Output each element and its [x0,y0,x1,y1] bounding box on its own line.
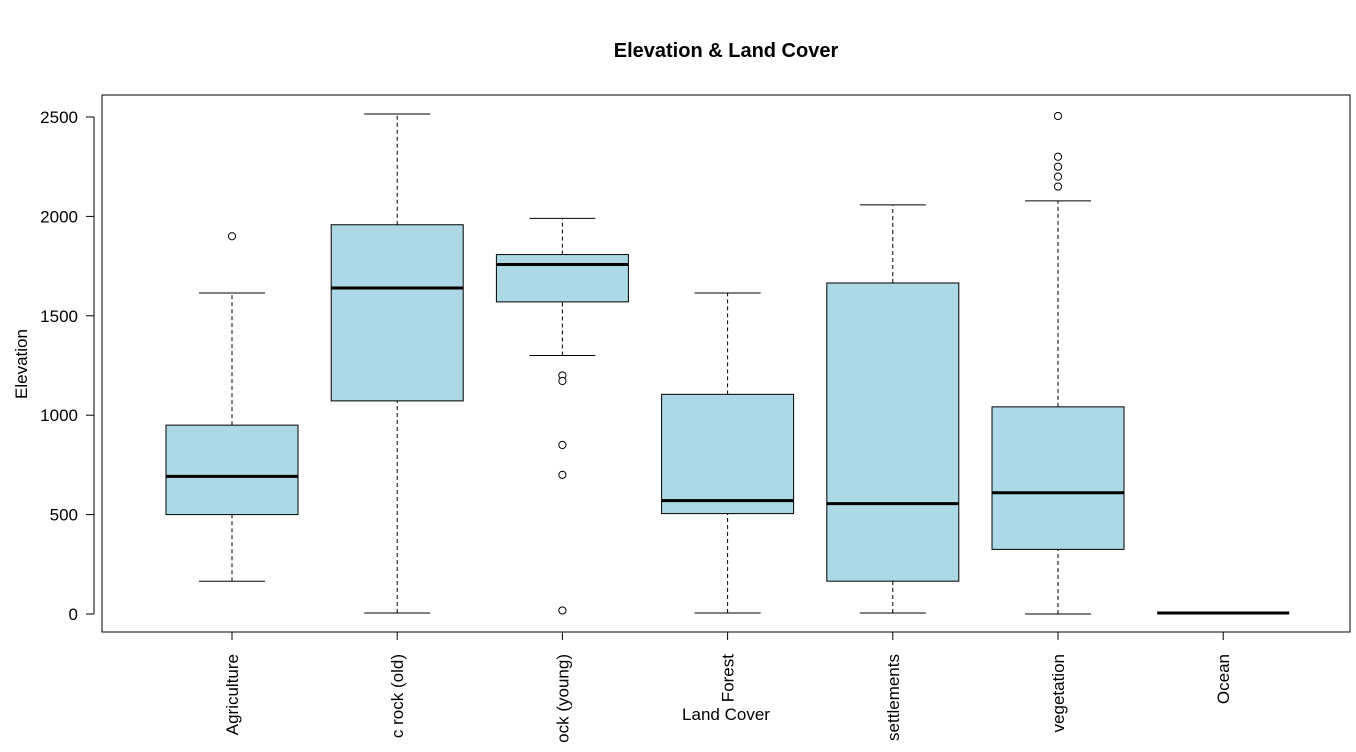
iqr-box [826,282,960,582]
outlier-point [558,440,567,450]
iqr-box [991,406,1125,550]
chart-title: Elevation & Land Cover [614,40,839,62]
outlier-point [1053,172,1063,181]
box-group [661,292,795,614]
x-axis-label: Land Cover [682,705,770,724]
x-tick-label: Agriculture [223,654,242,735]
box-group [991,111,1125,615]
y-tick-label: 1500 [40,307,78,326]
x-tick-label: Ocean [1214,654,1233,704]
outlier-point [558,376,567,386]
x-tick-label: ock (young) [553,654,572,743]
outlier-point [558,606,567,615]
box-group [330,113,464,614]
outlier-point [1053,162,1063,171]
outlier-point [1053,182,1063,191]
boxes-group [165,111,1290,615]
x-axis: Agriculture c rock (old) ock (young) Forest… [223,631,1233,743]
box-group [826,204,960,614]
y-tick-label: 1000 [40,406,78,425]
iqr-box [661,393,795,515]
x-tick-label: vegetation [1049,654,1068,732]
outlier-point [227,232,237,241]
iqr-box [330,224,464,402]
x-tick-label: Forest [719,654,738,702]
y-tick-label: 0 [69,605,78,624]
plot-frame [101,94,1351,633]
box-group [495,217,629,615]
outlier-point [558,470,567,479]
box-group [165,232,299,582]
x-tick-label: settlements [884,654,903,741]
y-axis-label: Elevation [12,329,31,399]
iqr-box [495,254,629,303]
y-axis: 0 500 1000 1500 2000 2500 [40,108,95,624]
outlier-point [1053,111,1063,121]
iqr-box [165,424,299,516]
y-tick-label: 2000 [40,207,78,226]
outlier-point [1053,152,1063,161]
x-tick-label: c rock (old) [388,654,407,738]
y-tick-label: 500 [50,506,78,525]
y-tick-label: 2500 [40,108,78,127]
